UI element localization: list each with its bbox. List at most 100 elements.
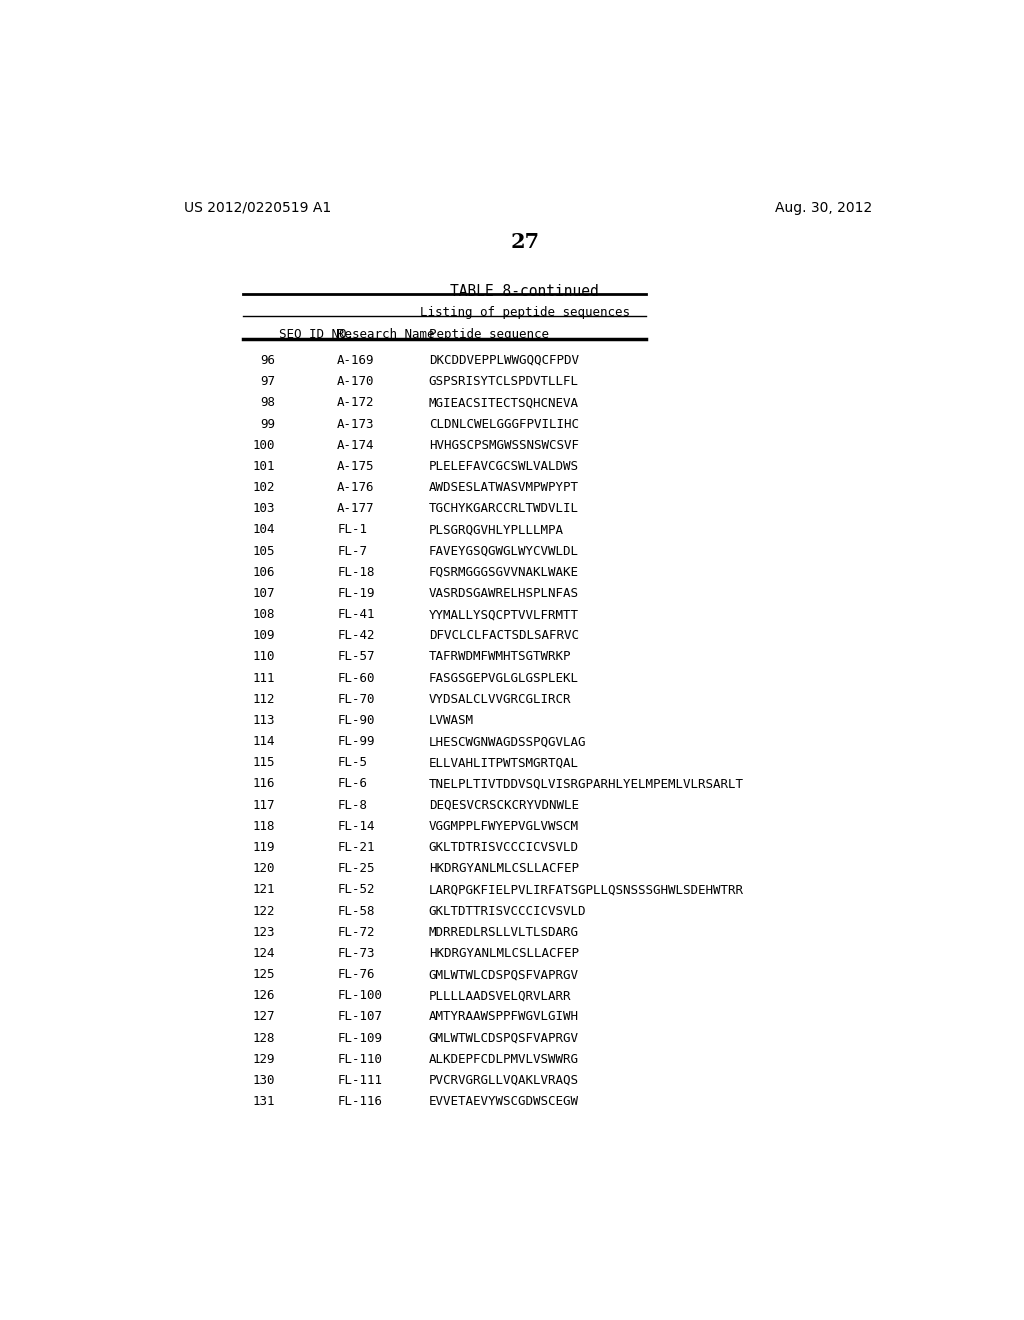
Text: TAFRWDMFWMHTSGTWRKP: TAFRWDMFWMHTSGTWRKP [429, 651, 571, 664]
Text: GSPSRISYTCLSPDVTLLFL: GSPSRISYTCLSPDVTLLFL [429, 375, 579, 388]
Text: 125: 125 [253, 968, 275, 981]
Text: 100: 100 [253, 438, 275, 451]
Text: 115: 115 [253, 756, 275, 770]
Text: FL-99: FL-99 [337, 735, 375, 748]
Text: 119: 119 [253, 841, 275, 854]
Text: TNELPLTIVTDDVSQLVISRGPARHLYELMPEMLVLRSARLT: TNELPLTIVTDDVSQLVISRGPARHLYELMPEMLVLRSAR… [429, 777, 743, 791]
Text: 128: 128 [253, 1032, 275, 1044]
Text: PLELEFAVCGCSWLVALDWS: PLELEFAVCGCSWLVALDWS [429, 459, 579, 473]
Text: MGIEACSITECTSQHCNEVA: MGIEACSITECTSQHCNEVA [429, 396, 579, 409]
Text: 112: 112 [253, 693, 275, 706]
Text: 116: 116 [253, 777, 275, 791]
Text: Aug. 30, 2012: Aug. 30, 2012 [775, 201, 872, 215]
Text: 131: 131 [253, 1096, 275, 1107]
Text: HVHGSCPSMGWSSNSWCSVF: HVHGSCPSMGWSSNSWCSVF [429, 438, 579, 451]
Text: GKLTDTRISVCCCICVSVLD: GKLTDTRISVCCCICVSVLD [429, 841, 579, 854]
Text: HKDRGYANLMLCSLLACFEP: HKDRGYANLMLCSLLACFEP [429, 862, 579, 875]
Text: FL-7: FL-7 [337, 545, 368, 557]
Text: FL-25: FL-25 [337, 862, 375, 875]
Text: 118: 118 [253, 820, 275, 833]
Text: FL-1: FL-1 [337, 524, 368, 536]
Text: FL-41: FL-41 [337, 609, 375, 622]
Text: FL-14: FL-14 [337, 820, 375, 833]
Text: 99: 99 [260, 417, 275, 430]
Text: FL-111: FL-111 [337, 1074, 382, 1086]
Text: HKDRGYANLMLCSLLACFEP: HKDRGYANLMLCSLLACFEP [429, 946, 579, 960]
Text: EVVETAEVYWSCGDWSCEGW: EVVETAEVYWSCGDWSCEGW [429, 1096, 579, 1107]
Text: LVWASM: LVWASM [429, 714, 474, 727]
Text: A-169: A-169 [337, 354, 375, 367]
Text: FL-52: FL-52 [337, 883, 375, 896]
Text: FL-19: FL-19 [337, 587, 375, 599]
Text: DEQESVCRSCKCRYVDNWLE: DEQESVCRSCKCRYVDNWLE [429, 799, 579, 812]
Text: DKCDDVEPPLWWGQQCFPDV: DKCDDVEPPLWWGQQCFPDV [429, 354, 579, 367]
Text: 102: 102 [253, 480, 275, 494]
Text: PLLLLAADSVELQRVLARR: PLLLLAADSVELQRVLARR [429, 989, 571, 1002]
Text: FL-116: FL-116 [337, 1096, 382, 1107]
Text: FASGSGEPVGLGLGSPLEKL: FASGSGEPVGLGLGSPLEKL [429, 672, 579, 685]
Text: 97: 97 [260, 375, 275, 388]
Text: FL-60: FL-60 [337, 672, 375, 685]
Text: 107: 107 [253, 587, 275, 599]
Text: 122: 122 [253, 904, 275, 917]
Text: 121: 121 [253, 883, 275, 896]
Text: 103: 103 [253, 502, 275, 515]
Text: FL-76: FL-76 [337, 968, 375, 981]
Text: 27: 27 [510, 231, 540, 252]
Text: GMLWTWLCDSPQSFVAPRGV: GMLWTWLCDSPQSFVAPRGV [429, 968, 579, 981]
Text: AWDSESLATWASVMPWPYPT: AWDSESLATWASVMPWPYPT [429, 480, 579, 494]
Text: FL-6: FL-6 [337, 777, 368, 791]
Text: FL-73: FL-73 [337, 946, 375, 960]
Text: GKLTDTTRISVCCCICVSVLD: GKLTDTTRISVCCCICVSVLD [429, 904, 586, 917]
Text: 127: 127 [253, 1010, 275, 1023]
Text: US 2012/0220519 A1: US 2012/0220519 A1 [183, 201, 331, 215]
Text: ELLVAHLITPWTSMGRTQAL: ELLVAHLITPWTSMGRTQAL [429, 756, 579, 770]
Text: 111: 111 [253, 672, 275, 685]
Text: 101: 101 [253, 459, 275, 473]
Text: PLSGRQGVHLYPLLLMPA: PLSGRQGVHLYPLLLMPA [429, 524, 563, 536]
Text: 120: 120 [253, 862, 275, 875]
Text: 126: 126 [253, 989, 275, 1002]
Text: SEQ ID NO.: SEQ ID NO. [280, 327, 354, 341]
Text: A-174: A-174 [337, 438, 375, 451]
Text: FAVEYGSQGWGLWYCVWLDL: FAVEYGSQGWGLWYCVWLDL [429, 545, 579, 557]
Text: FL-21: FL-21 [337, 841, 375, 854]
Text: Research Name: Research Name [337, 327, 435, 341]
Text: ALKDEPFCDLPMVLVSWWRG: ALKDEPFCDLPMVLVSWWRG [429, 1053, 579, 1065]
Text: FL-70: FL-70 [337, 693, 375, 706]
Text: VYDSALCLVVGRCGLIRCR: VYDSALCLVVGRCGLIRCR [429, 693, 571, 706]
Text: AMTYRAAWSPPFWGVLGIWH: AMTYRAAWSPPFWGVLGIWH [429, 1010, 579, 1023]
Text: 105: 105 [253, 545, 275, 557]
Text: A-172: A-172 [337, 396, 375, 409]
Text: A-175: A-175 [337, 459, 375, 473]
Text: TGCHYKGARCCRLTWDVLIL: TGCHYKGARCCRLTWDVLIL [429, 502, 579, 515]
Text: FL-109: FL-109 [337, 1032, 382, 1044]
Text: 124: 124 [253, 946, 275, 960]
Text: 98: 98 [260, 396, 275, 409]
Text: FL-5: FL-5 [337, 756, 368, 770]
Text: A-173: A-173 [337, 417, 375, 430]
Text: VASRDSGAWRELHSPLNFAS: VASRDSGAWRELHSPLNFAS [429, 587, 579, 599]
Text: 130: 130 [253, 1074, 275, 1086]
Text: 108: 108 [253, 609, 275, 622]
Text: VGGMPPLFWYEPVGLVWSCM: VGGMPPLFWYEPVGLVWSCM [429, 820, 579, 833]
Text: A-176: A-176 [337, 480, 375, 494]
Text: MDRREDLRSLLVLTLSDARG: MDRREDLRSLLVLTLSDARG [429, 925, 579, 939]
Text: FL-100: FL-100 [337, 989, 382, 1002]
Text: CLDNLCWELGGGFPVILIHC: CLDNLCWELGGGFPVILIHC [429, 417, 579, 430]
Text: 96: 96 [260, 354, 275, 367]
Text: 106: 106 [253, 566, 275, 578]
Text: YYMALLYSQCPTVVLFRMTT: YYMALLYSQCPTVVLFRMTT [429, 609, 579, 622]
Text: LHESCWGNWAGDSSPQGVLAG: LHESCWGNWAGDSSPQGVLAG [429, 735, 586, 748]
Text: GMLWTWLCDSPQSFVAPRGV: GMLWTWLCDSPQSFVAPRGV [429, 1032, 579, 1044]
Text: FL-90: FL-90 [337, 714, 375, 727]
Text: FL-18: FL-18 [337, 566, 375, 578]
Text: DFVCLCLFACTSDLSAFRVC: DFVCLCLFACTSDLSAFRVC [429, 630, 579, 643]
Text: 114: 114 [253, 735, 275, 748]
Text: 110: 110 [253, 651, 275, 664]
Text: Listing of peptide sequences: Listing of peptide sequences [420, 306, 630, 319]
Text: 104: 104 [253, 524, 275, 536]
Text: 117: 117 [253, 799, 275, 812]
Text: 113: 113 [253, 714, 275, 727]
Text: FL-72: FL-72 [337, 925, 375, 939]
